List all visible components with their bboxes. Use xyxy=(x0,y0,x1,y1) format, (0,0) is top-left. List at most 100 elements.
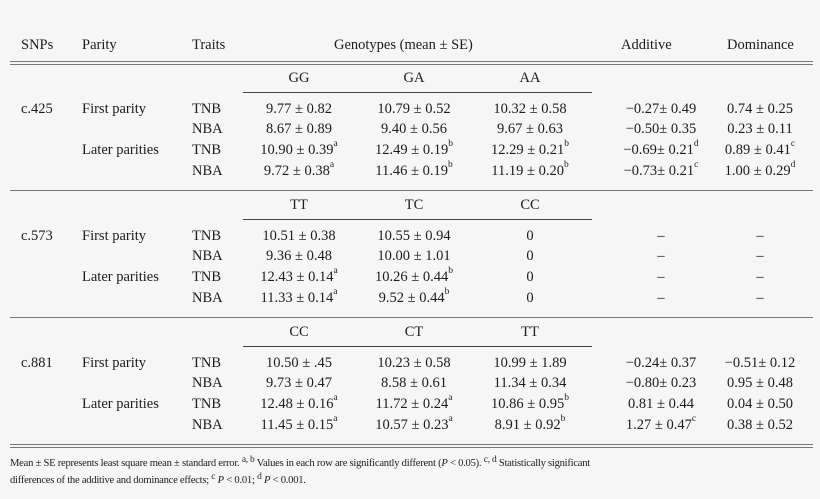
additive-value: −0.24± 0.37 xyxy=(625,355,697,371)
dominance-value: – xyxy=(756,290,764,306)
genotype-value: 11.33 ± 0.14a xyxy=(260,287,338,306)
genotype-value: 10.99 ± 1.89 xyxy=(493,355,567,371)
genotype-value: 9.77 ± 0.82 xyxy=(266,101,332,117)
genotype-value: 9.73 ± 0.47 xyxy=(266,375,332,391)
additive-value: – xyxy=(657,228,665,244)
section-rule xyxy=(10,317,813,318)
parity-label: Later parities xyxy=(82,269,159,285)
dominance-value: 0.38 ± 0.52 xyxy=(727,417,793,433)
genotype-value: 10.55 ± 0.94 xyxy=(377,228,451,244)
genotype-value: 9.52 ± 0.44b xyxy=(378,287,450,306)
dominance-value: – xyxy=(756,248,764,264)
genotype-value: 0 xyxy=(526,269,534,285)
dominance-value: 0.04 ± 0.50 xyxy=(727,396,793,412)
trait-label: NBA xyxy=(192,248,223,264)
genotype-value: 9.67 ± 0.63 xyxy=(497,121,563,137)
genotype-header: GG xyxy=(288,70,310,86)
footnote-line-2: differences of the additive and dominanc… xyxy=(10,472,306,486)
genotype-header: CT xyxy=(404,324,424,340)
genotype-value: 9.36 ± 0.48 xyxy=(266,248,332,264)
additive-value: – xyxy=(657,269,665,285)
genotype-value: 10.86 ± 0.95b xyxy=(491,393,569,412)
genotype-header: TT xyxy=(290,197,308,213)
snp-label: c.425 xyxy=(21,101,53,117)
parity-label: Later parities xyxy=(82,396,159,412)
genotype-value: 12.48 ± 0.16a xyxy=(260,393,338,412)
parity-label: First parity xyxy=(82,355,147,371)
genotype-header: TT xyxy=(521,324,539,340)
header-rule xyxy=(10,61,813,65)
genotype-value: 11.34 ± 0.34 xyxy=(493,375,567,391)
genotype-value: 10.79 ± 0.52 xyxy=(377,101,451,117)
genotype-header: TC xyxy=(404,197,424,213)
genotype-value: 10.57 ± 0.23a xyxy=(375,414,453,433)
header-traits: Traits xyxy=(192,37,226,53)
genotype-value: 8.67 ± 0.89 xyxy=(266,121,332,137)
genotype-value: 10.50 ± .45 xyxy=(266,355,332,371)
trait-label: NBA xyxy=(192,417,223,433)
genotype-value: 8.91 ± 0.92b xyxy=(494,414,566,433)
snp-label: c.881 xyxy=(21,355,53,371)
additive-value: −0.27± 0.49 xyxy=(625,101,697,117)
trait-label: TNB xyxy=(192,142,221,158)
trait-label: NBA xyxy=(192,163,223,179)
header-snps: SNPs xyxy=(21,37,54,53)
genotype-header: AA xyxy=(519,70,541,86)
genotype-value: 12.43 ± 0.14a xyxy=(260,266,338,285)
header-dominance: Dominance xyxy=(727,37,794,53)
genotype-value: 10.90 ± 0.39a xyxy=(260,139,338,158)
header-additive: Additive xyxy=(621,37,672,53)
genotype-value: 10.32 ± 0.58 xyxy=(493,101,567,117)
additive-value: −0.73± 0.21c xyxy=(623,160,699,179)
genotype-value: 10.51 ± 0.38 xyxy=(262,228,336,244)
trait-label: NBA xyxy=(192,375,223,391)
dominance-value: 0.74 ± 0.25 xyxy=(727,101,793,117)
bottom-rule xyxy=(10,444,813,448)
header-parity: Parity xyxy=(82,37,117,53)
genotype-value: 10.00 ± 1.01 xyxy=(377,248,451,264)
header-genotypes: Genotypes (mean ± SE) xyxy=(334,37,473,53)
footnote-line-1: Mean ± SE represents least square mean ±… xyxy=(10,455,590,469)
dominance-value: – xyxy=(756,228,764,244)
dominance-value: 0.23 ± 0.11 xyxy=(727,121,793,137)
genotype-value: 11.46 ± 0.19b xyxy=(375,160,453,179)
additive-value: −0.80± 0.23 xyxy=(625,375,697,391)
section-rule xyxy=(10,190,813,191)
genotype-value: 0 xyxy=(526,248,534,264)
genotype-header: CC xyxy=(520,197,540,213)
parity-label: Later parities xyxy=(82,142,159,158)
genotype-value: 11.19 ± 0.20b xyxy=(491,160,569,179)
additive-value: 0.81 ± 0.44 xyxy=(628,396,694,412)
genotype-header: GA xyxy=(403,70,425,86)
genotype-value: 0 xyxy=(526,228,534,244)
trait-label: TNB xyxy=(192,355,221,371)
trait-label: TNB xyxy=(192,396,221,412)
additive-value: – xyxy=(657,248,665,264)
genotype-underline xyxy=(243,219,592,220)
trait-label: NBA xyxy=(192,290,223,306)
snp-label: c.573 xyxy=(21,228,53,244)
dominance-value: – xyxy=(756,269,764,285)
parity-label: First parity xyxy=(82,101,147,117)
additive-value: – xyxy=(657,290,665,306)
genotype-value: 11.45 ± 0.15a xyxy=(260,414,338,433)
genotype-value: 11.72 ± 0.24a xyxy=(375,393,453,412)
genotype-value: 12.49 ± 0.19b xyxy=(375,139,453,158)
genotype-value: 8.58 ± 0.61 xyxy=(381,375,447,391)
trait-label: TNB xyxy=(192,228,221,244)
dominance-value: −0.51± 0.12 xyxy=(724,355,796,371)
parity-label: First parity xyxy=(82,228,147,244)
trait-label: TNB xyxy=(192,269,221,285)
genotype-value: 10.26 ± 0.44b xyxy=(375,266,453,285)
genotype-underline xyxy=(243,92,592,93)
genotype-value: 9.72 ± 0.38a xyxy=(263,160,335,179)
trait-label: TNB xyxy=(192,101,221,117)
genotype-value: 0 xyxy=(526,290,534,306)
genotype-value: 9.40 ± 0.56 xyxy=(381,121,447,137)
genotype-value: 10.23 ± 0.58 xyxy=(377,355,451,371)
additive-value: −0.69± 0.21d xyxy=(623,139,699,158)
dominance-value: 1.00 ± 0.29d xyxy=(724,160,796,179)
genotype-header: CC xyxy=(289,324,309,340)
genotype-value: 12.29 ± 0.21b xyxy=(491,139,569,158)
genotype-underline xyxy=(243,346,592,347)
